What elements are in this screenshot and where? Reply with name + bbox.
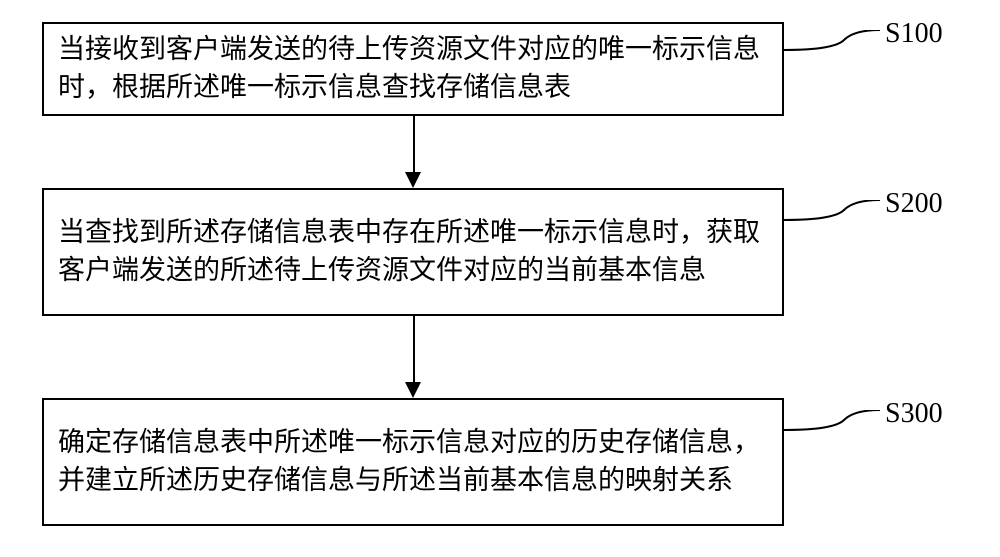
connector-s100: [784, 30, 884, 60]
connector-s300: [784, 410, 884, 440]
step-box-s300: 确定存储信息表中所述唯一标示信息对应的历史存储信息，并建立所述历史存储信息与所述…: [42, 398, 784, 526]
arrow-1-head: [405, 172, 421, 188]
flowchart-canvas: 当接收到客户端发送的待上传资源文件对应的唯一标示信息时，根据所述唯一标示信息查找…: [0, 0, 1000, 557]
step-label-s100: S100: [885, 18, 943, 50]
arrow-1-line: [413, 116, 415, 172]
step-box-s100: 当接收到客户端发送的待上传资源文件对应的唯一标示信息时，根据所述唯一标示信息查找…: [42, 22, 784, 116]
step-label-s300: S300: [885, 398, 943, 430]
step-text-s100: 当接收到客户端发送的待上传资源文件对应的唯一标示信息时，根据所述唯一标示信息查找…: [58, 31, 768, 107]
step-label-s200: S200: [885, 188, 943, 220]
arrow-2-line: [413, 316, 415, 382]
connector-s200: [784, 200, 884, 230]
step-text-s300: 确定存储信息表中所述唯一标示信息对应的历史存储信息，并建立所述历史存储信息与所述…: [58, 424, 768, 500]
arrow-2-head: [405, 382, 421, 398]
step-text-s200: 当查找到所述存储信息表中存在所述唯一标示信息时，获取客户端发送的所述待上传资源文…: [58, 214, 768, 290]
step-box-s200: 当查找到所述存储信息表中存在所述唯一标示信息时，获取客户端发送的所述待上传资源文…: [42, 188, 784, 316]
